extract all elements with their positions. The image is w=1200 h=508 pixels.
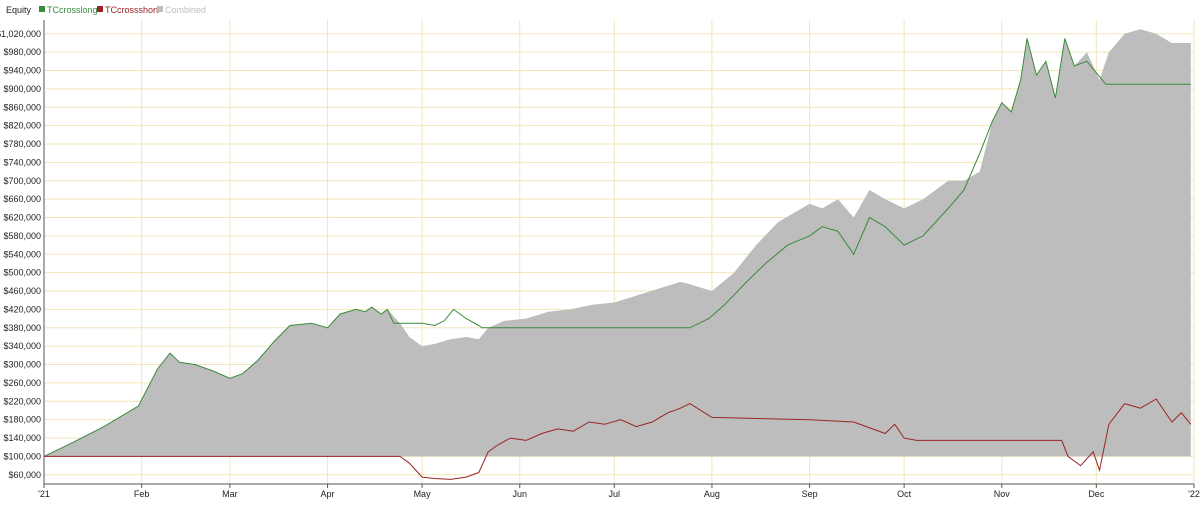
y-tick-label: $780,000 bbox=[3, 139, 41, 149]
y-tick-label: $500,000 bbox=[3, 268, 41, 278]
y-tick-label: $700,000 bbox=[3, 176, 41, 186]
y-tick-label: $180,000 bbox=[3, 415, 41, 425]
y-tick-label: $580,000 bbox=[3, 231, 41, 241]
y-tick-label: $540,000 bbox=[3, 249, 41, 259]
line-layer bbox=[43, 38, 1192, 480]
y-tick-label: $620,000 bbox=[3, 213, 41, 223]
y-tick-label: $460,000 bbox=[3, 286, 41, 296]
x-tick-label: Dec bbox=[1088, 489, 1105, 499]
series-area-combined bbox=[44, 29, 1191, 457]
y-tick-label: $220,000 bbox=[3, 396, 41, 406]
y-tick-label: $740,000 bbox=[3, 157, 41, 167]
legend-title: Equity bbox=[6, 5, 32, 15]
x-tick-label: Jul bbox=[609, 489, 621, 499]
legend: Equity TCcrosslong TCcrossshort Combined bbox=[6, 5, 206, 15]
y-tick-label: $980,000 bbox=[3, 47, 41, 57]
legend-label-long: TCcrosslong bbox=[47, 5, 98, 15]
y-tick-label: $340,000 bbox=[3, 341, 41, 351]
y-tick-label: $420,000 bbox=[3, 304, 41, 314]
legend-swatch-long bbox=[39, 6, 45, 12]
x-tick-label: '22 bbox=[1188, 489, 1200, 499]
x-tick-label: Apr bbox=[321, 489, 335, 499]
legend-label-combined: Combined bbox=[165, 5, 206, 15]
x-tick-label: '21 bbox=[38, 489, 50, 499]
y-tick-label: $1,020,000 bbox=[0, 29, 41, 39]
x-tick-label: Oct bbox=[897, 489, 912, 499]
legend-swatch-combined bbox=[157, 6, 163, 12]
legend-label-short: TCcrossshort bbox=[105, 5, 159, 15]
y-tick-label: $140,000 bbox=[3, 433, 41, 443]
legend-swatch-short bbox=[97, 6, 103, 12]
y-tick-label: $380,000 bbox=[3, 323, 41, 333]
axes bbox=[43, 20, 1194, 485]
y-tick-label: $860,000 bbox=[3, 102, 41, 112]
x-axis-ticks: '21 Feb Mar Apr May Jun Jul Aug Sep Oct Nov Dec '22 bbox=[38, 484, 1200, 499]
x-tick-label: May bbox=[414, 489, 432, 499]
x-tick-label: Nov bbox=[994, 489, 1011, 499]
series-line-long bbox=[43, 38, 1191, 457]
y-tick-label: $900,000 bbox=[3, 84, 41, 94]
y-tick-label: $260,000 bbox=[3, 378, 41, 388]
y-tick-label: $300,000 bbox=[3, 360, 41, 370]
x-tick-label: Feb bbox=[134, 489, 150, 499]
area-layer bbox=[44, 29, 1191, 457]
series-line-short bbox=[44, 398, 1192, 480]
y-tick-label: $100,000 bbox=[3, 451, 41, 461]
y-tick-label: $660,000 bbox=[3, 194, 41, 204]
x-tick-label: Jun bbox=[512, 489, 527, 499]
x-tick-label: Mar bbox=[222, 489, 238, 499]
y-tick-label: $60,000 bbox=[8, 470, 41, 480]
y-tick-label: $820,000 bbox=[3, 121, 41, 131]
x-tick-label: Aug bbox=[704, 489, 720, 499]
x-tick-label: Sep bbox=[802, 489, 818, 499]
y-axis-ticks: $60,000 $100,000 $140,000 $180,000 $220,000 $… bbox=[0, 29, 41, 480]
y-tick-label: $940,000 bbox=[3, 66, 41, 76]
